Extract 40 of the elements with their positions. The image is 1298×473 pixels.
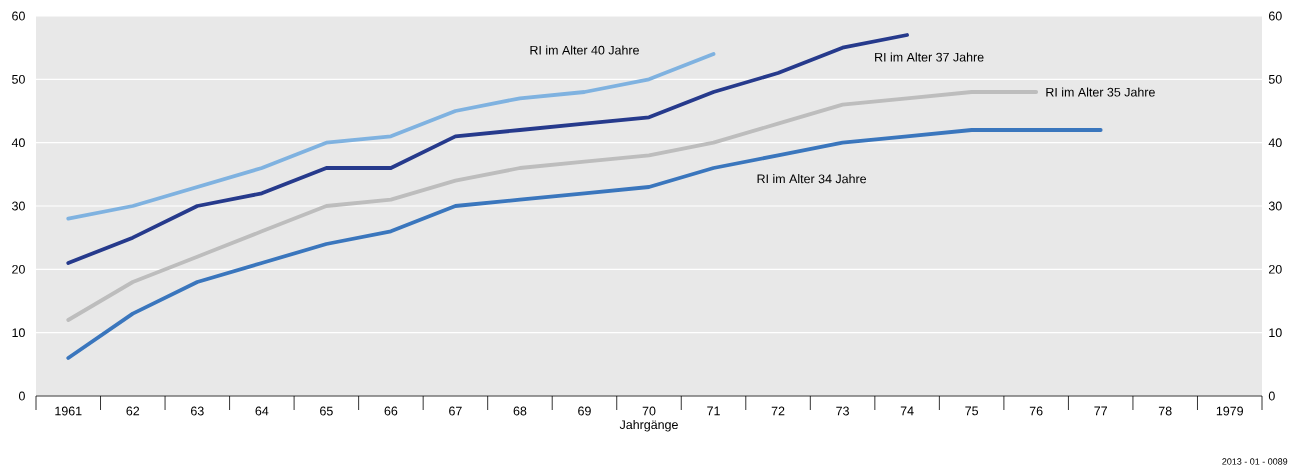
x-tick-label: 73 bbox=[836, 406, 849, 416]
series-label: RI im Alter 34 Jahre bbox=[757, 174, 867, 184]
y2-tick-label: 30 bbox=[1268, 201, 1282, 211]
y-tick-label: 0 bbox=[18, 391, 25, 401]
x-tick-label: 74 bbox=[900, 406, 914, 416]
y2-tick-label: 40 bbox=[1268, 138, 1282, 148]
y2-tick-label: 20 bbox=[1268, 264, 1282, 274]
y2-tick-label: 50 bbox=[1268, 74, 1282, 84]
x-tick-label: 66 bbox=[384, 406, 398, 416]
y-tick-label: 20 bbox=[12, 264, 25, 274]
y-tick-label: 60 bbox=[12, 11, 25, 21]
y2-tick-label: 0 bbox=[1268, 391, 1275, 401]
line-series bbox=[66, 90, 1039, 322]
y2-tick-label: 10 bbox=[1269, 328, 1282, 338]
x-tick-label: 1979 bbox=[1216, 406, 1243, 416]
x-tick-label: 1961 bbox=[55, 406, 82, 416]
x-tick-label: 65 bbox=[320, 406, 333, 416]
x-tick-label: 67 bbox=[449, 406, 462, 416]
x-tick-label: 64 bbox=[255, 406, 269, 416]
text: 2013 - 01 - 0089 bbox=[1222, 458, 1288, 465]
y-tick-label: 50 bbox=[12, 74, 25, 84]
x-tick-label: 70 bbox=[642, 406, 656, 416]
y2-tick-label: 60 bbox=[1268, 11, 1282, 21]
y-tick-label: 10 bbox=[12, 328, 25, 338]
x-tick-label: 69 bbox=[578, 406, 591, 416]
text: RI im Alter 40 Jahre bbox=[530, 45, 639, 55]
x-tick-label: 72 bbox=[771, 406, 785, 416]
x-tick-label: 71 bbox=[707, 406, 720, 416]
x-tick-label: 76 bbox=[1029, 406, 1043, 416]
series-label: RI im Alter 35 Jahre bbox=[1046, 87, 1155, 97]
x-tick-label: 68 bbox=[513, 406, 527, 416]
y-tick-label: 30 bbox=[12, 201, 25, 211]
x-tick-label: 62 bbox=[126, 406, 140, 416]
x-tick-label: 77 bbox=[1094, 406, 1107, 416]
x-tick-label: 75 bbox=[965, 406, 979, 416]
x-tick-label: 78 bbox=[1158, 406, 1172, 416]
y-tick-label: 40 bbox=[11, 138, 25, 148]
x-axis-title: Jahrgänge bbox=[619, 419, 678, 432]
series-label: RI im Alter 37 Jahre bbox=[875, 52, 984, 62]
x-tick-label: 63 bbox=[191, 406, 204, 416]
